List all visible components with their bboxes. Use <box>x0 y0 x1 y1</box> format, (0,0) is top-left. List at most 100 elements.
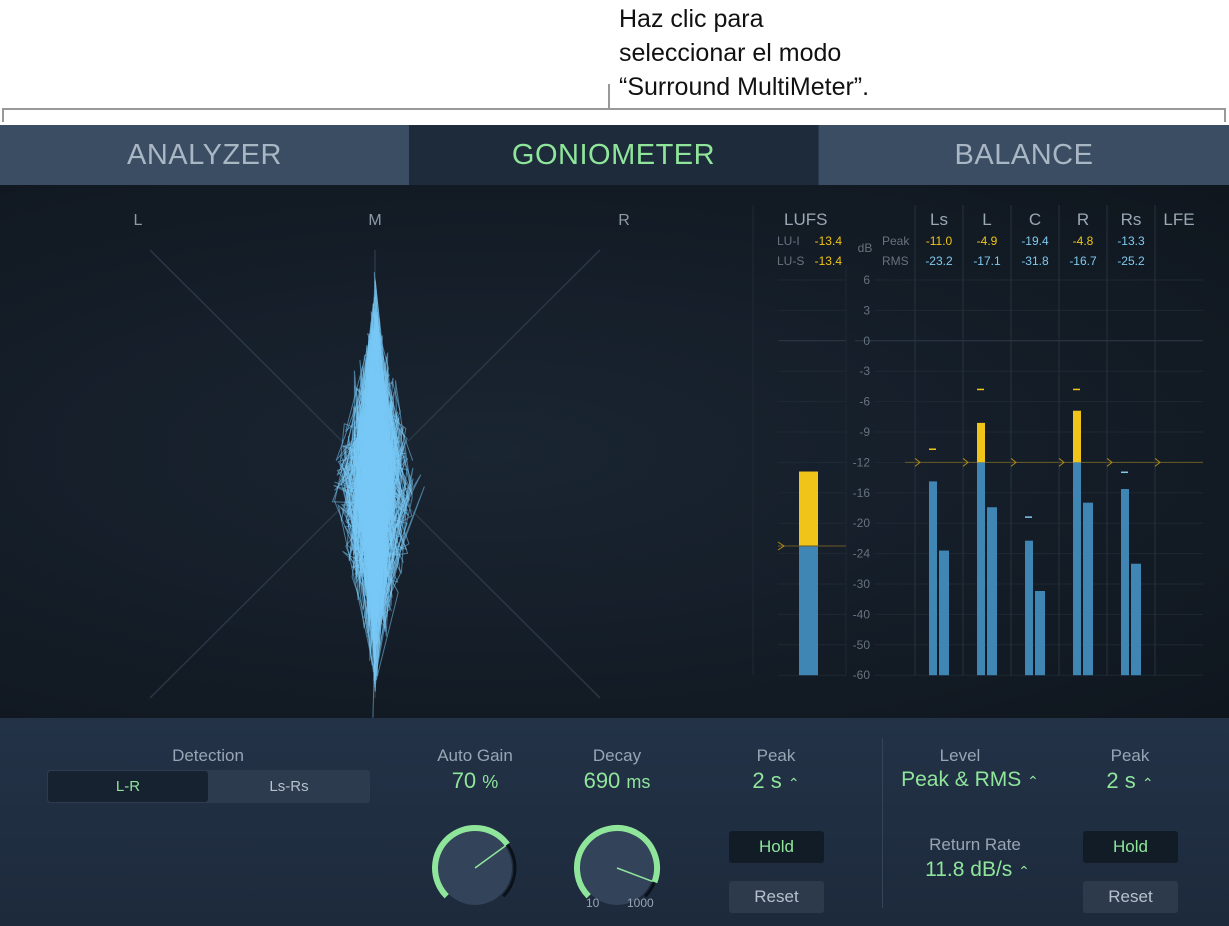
channel-name: LFE <box>1163 210 1194 229</box>
callout-pointer <box>608 84 610 108</box>
scale-tick-label: 0 <box>863 334 870 348</box>
threshold-marker-icon <box>1106 458 1113 467</box>
scale-tick-label: -6 <box>859 395 870 409</box>
level-value: Peak & RMS <box>901 768 1022 791</box>
goniometer: L M R <box>134 212 630 718</box>
channel-name: C <box>1029 210 1041 229</box>
auto-gain-unit: % <box>482 772 499 792</box>
goniometer-label-l: L <box>134 212 143 229</box>
channel-rms-value: -31.8 <box>1021 254 1049 268</box>
channel-rms-value: -16.7 <box>1069 254 1097 268</box>
callout-line: “Surround MultiMeter”. <box>619 73 870 101</box>
lufs-title: LUFS <box>784 210 827 229</box>
reset-button-2[interactable]: Reset <box>1083 881 1178 913</box>
decay-number: 690 <box>583 768 621 793</box>
channel-peak-value: -4.8 <box>1073 234 1094 248</box>
goniometer-trace <box>331 272 425 718</box>
detection-label: Detection <box>172 746 244 765</box>
lu-s-value: -13.4 <box>815 254 843 268</box>
knob-value-arc <box>574 825 660 899</box>
scale-tick-label: -30 <box>853 577 871 591</box>
goniometer-label-r: R <box>618 212 630 229</box>
detection-segmented: L-R Ls-Rs <box>47 770 370 803</box>
channel-name: Rs <box>1121 210 1142 229</box>
channel-peak-value: -19.4 <box>1021 234 1049 248</box>
db-unit-label: dB <box>858 241 873 255</box>
detection-lsrs-button[interactable]: Ls-Rs <box>269 778 309 795</box>
updown-chevron-icon: ⌃ <box>1018 863 1030 879</box>
updown-chevron-icon: ⌃ <box>787 775 800 791</box>
decay-value[interactable]: 690 ms <box>547 768 687 794</box>
scale-tick-label: -16 <box>853 486 871 500</box>
goniometer-trace-path <box>353 322 413 664</box>
surround-meters: LUFS LU-I -13.4 LU-S -13.4 dB Peak RMS 6… <box>777 205 1203 682</box>
scale-tick-label: -60 <box>853 668 871 682</box>
peak-bar <box>1025 540 1033 676</box>
level-select[interactable]: Peak & RMS ⌃ <box>880 768 1060 792</box>
decay-label: Decay <box>592 746 642 765</box>
peak-hold-time-select-2[interactable]: 2 s ⌃ <box>1070 768 1190 794</box>
threshold-marker-icon <box>914 458 921 467</box>
decay-max-label: 1000 <box>627 896 654 910</box>
tab-analyzer[interactable]: ANALYZER <box>0 125 409 185</box>
peak-bar-over <box>977 422 985 463</box>
reset-button[interactable]: Reset <box>729 881 824 913</box>
threshold-marker-icon <box>962 458 969 467</box>
peak-row-label: Peak <box>882 234 910 248</box>
goniometer-label-m: M <box>368 212 381 229</box>
lu-i-value: -13.4 <box>815 234 843 248</box>
channel-peak-value: -4.9 <box>977 234 998 248</box>
peak-hold-time-select[interactable]: 2 s ⌃ <box>716 768 836 794</box>
callout-text: Haz clic para seleccionar el modo “Surro… <box>619 2 869 104</box>
rms-bar <box>987 507 997 676</box>
target-marker-icon <box>777 541 785 551</box>
updown-chevron-icon: ⌃ <box>1027 773 1039 789</box>
goniometer-trace-path <box>347 346 397 644</box>
knob-value-arc <box>432 825 510 899</box>
scale-tick-label: -3 <box>859 364 870 378</box>
knob-pointer <box>474 845 507 869</box>
hold-button-2[interactable]: Hold <box>1083 831 1178 863</box>
threshold-marker-icon <box>1010 458 1017 467</box>
scale-tick-label: -40 <box>853 607 871 621</box>
channel-peak-value: -11.0 <box>926 234 953 248</box>
knob-pointer <box>616 867 653 883</box>
return-rate-value: 11.8 dB/s <box>925 858 1013 881</box>
scale-tick-label: -20 <box>853 516 871 530</box>
level-label: Level <box>939 746 981 765</box>
channel-name: L <box>982 210 991 229</box>
auto-gain-label: Auto Gain <box>437 746 513 765</box>
tab-goniometer[interactable]: GONIOMETER <box>409 125 818 185</box>
controls-panel: Detection L-R Ls-Rs Auto Gain 70 % Decay… <box>0 718 1229 926</box>
auto-gain-knob[interactable] <box>425 818 525 918</box>
peak-label: Peak <box>756 746 796 765</box>
peak-hold-time-value: 2 s <box>752 768 782 793</box>
threshold-marker-icon <box>1058 458 1065 467</box>
lufs-bar-over <box>799 471 818 546</box>
tab-balance[interactable]: BALANCE <box>818 125 1229 185</box>
detection-lr-button[interactable]: L-R <box>48 771 208 802</box>
auto-gain-number: 70 <box>451 768 477 793</box>
updown-chevron-icon: ⌃ <box>1141 775 1154 791</box>
scale-tick-label: -24 <box>853 547 871 561</box>
scale-tick-label: 3 <box>863 303 870 317</box>
peak-bar-over <box>1073 410 1081 463</box>
lu-s-label: LU-S <box>777 254 804 268</box>
peak-bar <box>1073 462 1081 676</box>
peak-label-2: Peak <box>1110 746 1150 765</box>
auto-gain-value[interactable]: 70 % <box>405 768 545 794</box>
callout-line: Haz clic para <box>619 5 764 33</box>
peak-bar <box>977 462 985 676</box>
hold-button[interactable]: Hold <box>729 831 824 863</box>
rms-bar <box>939 550 949 676</box>
peak-bar <box>929 481 937 676</box>
decay-knob[interactable] <box>567 818 667 918</box>
decay-unit: ms <box>626 772 651 792</box>
scale-tick-label: 6 <box>863 273 870 287</box>
scale-tick-label: -50 <box>853 638 871 652</box>
multimeter-plugin: ANALYZER GONIOMETER BALANCE L M R LUFS L… <box>0 125 1229 926</box>
return-rate-select[interactable]: 11.8 dB/s ⌃ <box>890 858 1065 882</box>
threshold-marker-icon <box>1154 458 1161 467</box>
lu-i-label: LU-I <box>777 234 800 248</box>
return-rate-label: Return Rate <box>929 835 1021 854</box>
